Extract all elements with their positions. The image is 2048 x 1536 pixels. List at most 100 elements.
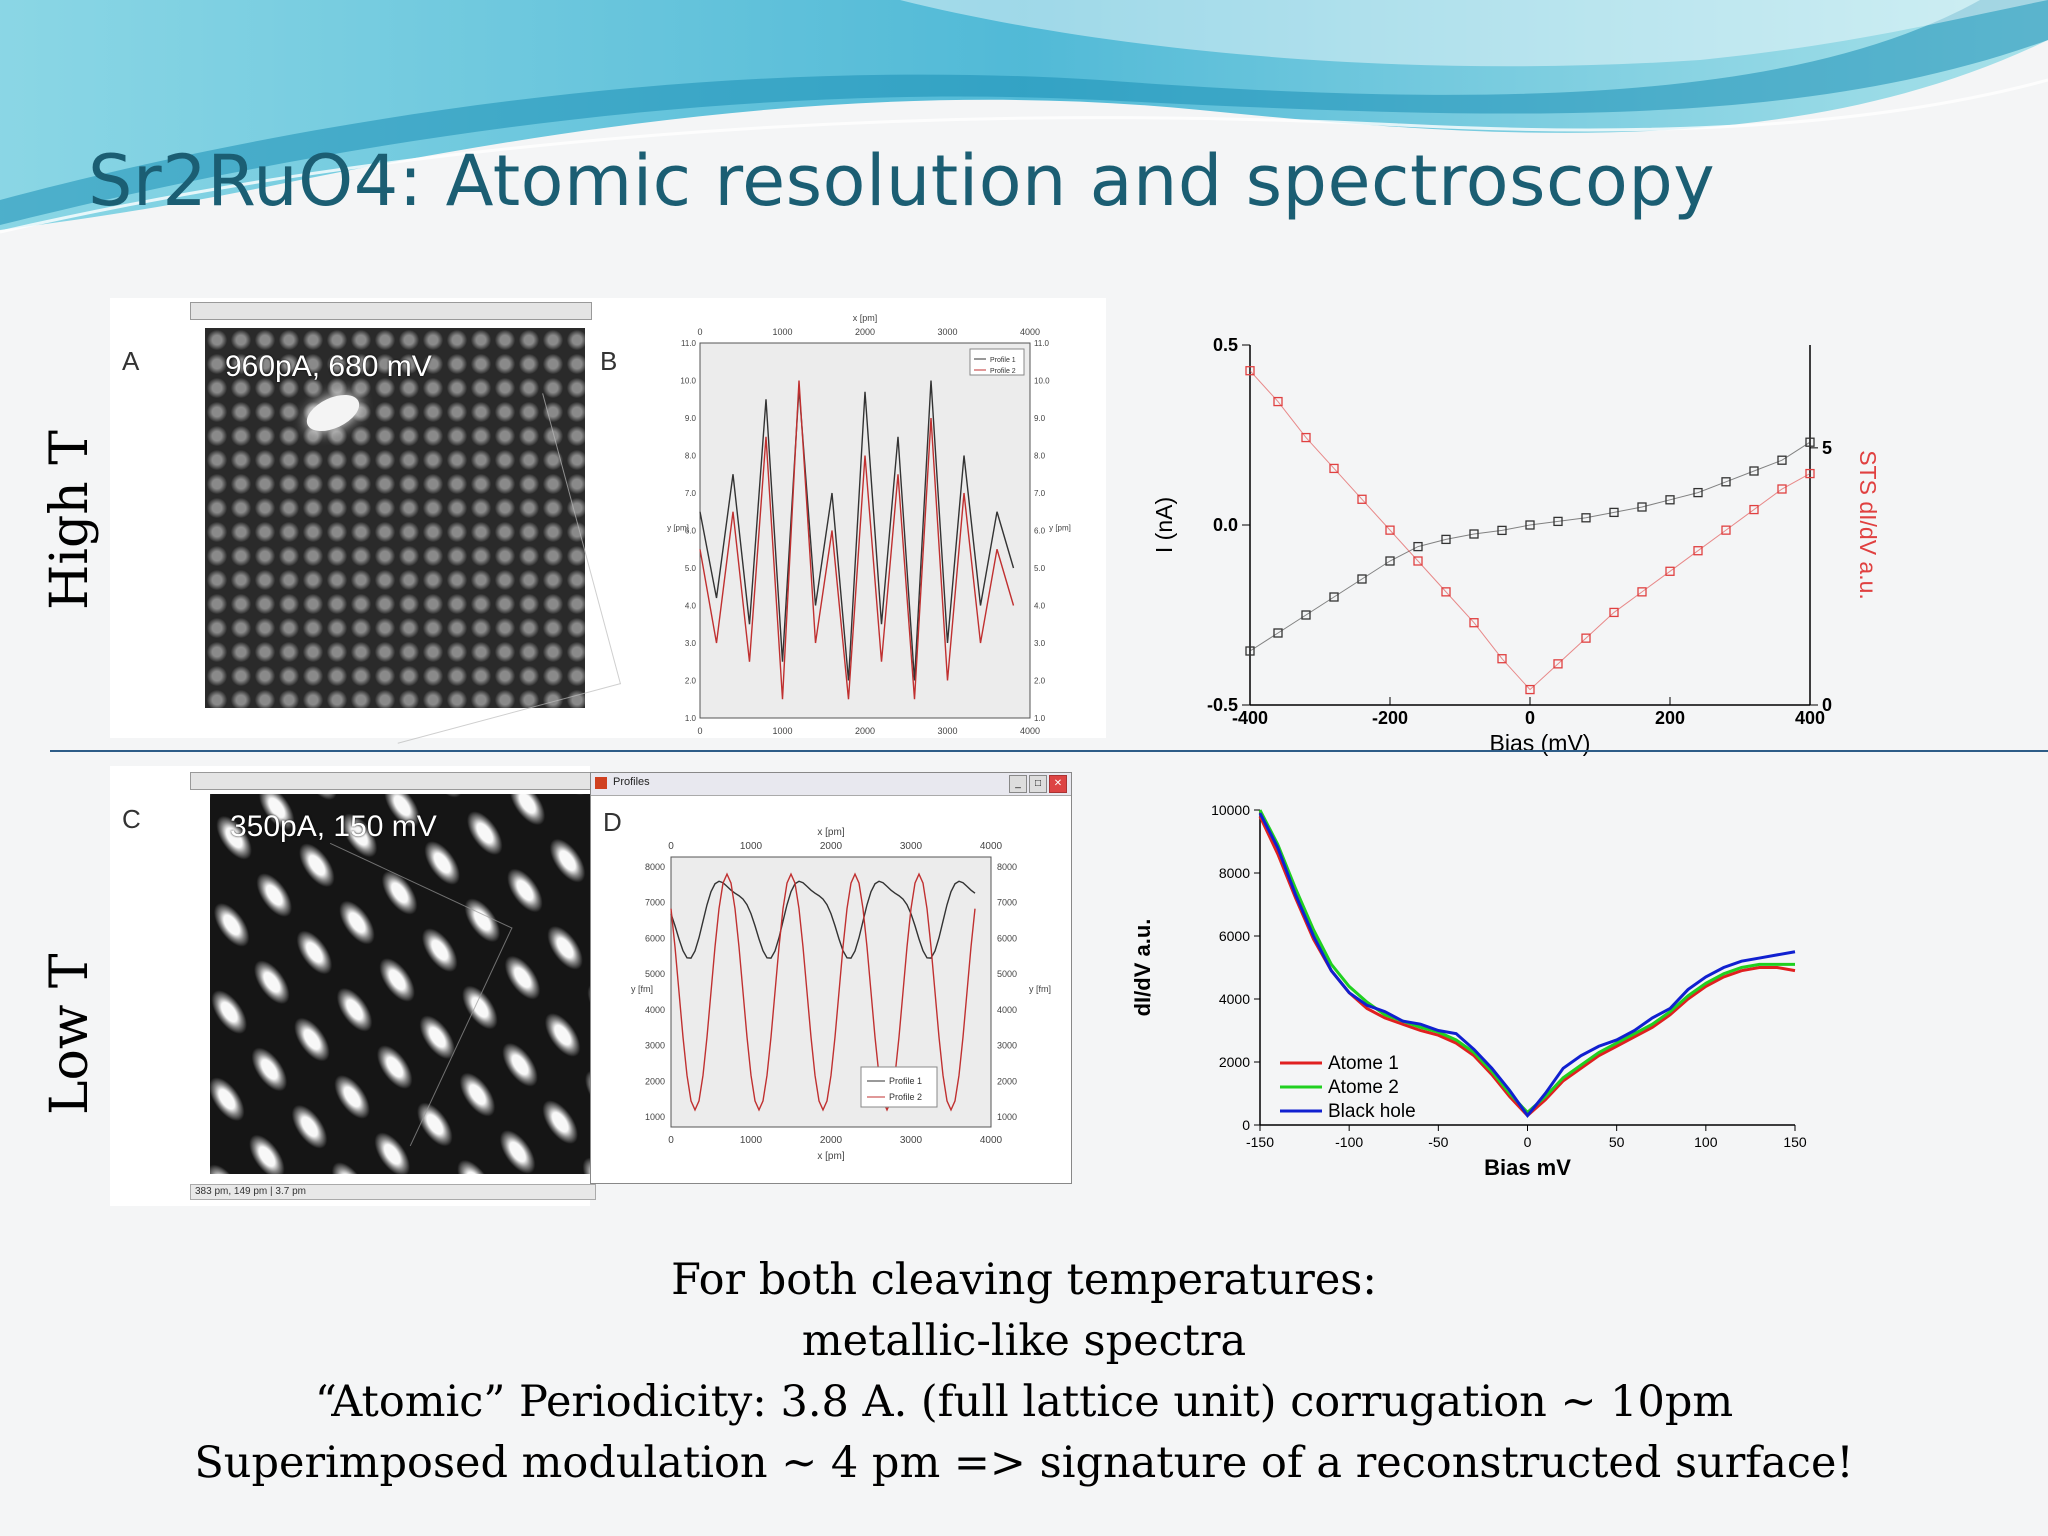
stm-image-low-t: 350pA, 150 mV: [210, 794, 590, 1174]
x-axis-label: Bias mV: [1484, 1155, 1571, 1180]
y2-tick-label: 7.0: [1034, 489, 1046, 498]
y2-tick-label: 10.0: [1034, 377, 1050, 386]
y-tick-label: 6000: [645, 933, 665, 943]
stm-ruler: [190, 302, 592, 320]
y-tick-label: 1.0: [685, 714, 697, 723]
data-point: [1245, 646, 1255, 656]
legend-box: [860, 1066, 938, 1108]
data-point: [1525, 684, 1535, 695]
x-tick-label-top: 4000: [980, 841, 1003, 852]
data-point: [1637, 502, 1647, 512]
x-tick-label-top: 1000: [772, 327, 792, 337]
y2-tick-label: 2000: [997, 1076, 1017, 1086]
x-tick-label: 400: [1795, 708, 1825, 728]
y2-tick-label: 8.0: [1034, 452, 1046, 461]
caption-line-3: “Atomic” Periodicity: 3.8 A. (full latti…: [314, 1377, 1734, 1427]
y-tick-label: 0.0: [1213, 515, 1238, 535]
data-point: [1469, 529, 1479, 539]
data-point: [1553, 516, 1563, 527]
maximize-button[interactable]: □: [1029, 775, 1047, 793]
y2-tick-label: 5: [1822, 438, 1832, 458]
x-tick-label-top: 3000: [900, 841, 923, 852]
data-point: [1777, 455, 1787, 465]
legend-box: [969, 348, 1025, 376]
data-point: [1329, 463, 1339, 474]
x-tick-label: 2000: [855, 726, 875, 736]
series-trace: [1249, 370, 1811, 691]
y2-tick-label: 1.0: [1034, 714, 1046, 723]
y-tick-label: 10000: [1211, 802, 1250, 818]
data-point: [1273, 396, 1283, 407]
data-point: [1721, 525, 1731, 535]
data-point: [1609, 507, 1619, 518]
y-tick-label: 6000: [1219, 928, 1250, 944]
x-tick-label: -50: [1428, 1134, 1448, 1150]
y-axis-label: y [fm]: [631, 984, 653, 994]
y2-axis-label: y [fm]: [1029, 984, 1051, 994]
x-tick-label-top: 1000: [740, 841, 763, 852]
data-point: [1721, 477, 1731, 487]
legend-label: Profile 2: [990, 368, 1016, 375]
series-line: [1258, 812, 1796, 1119]
y-axis-label: y [pm]: [667, 524, 689, 533]
y-tick-label: 1000: [645, 1112, 665, 1122]
y2-tick-label: 3000: [997, 1041, 1017, 1051]
profile-chart-low-t: 0 0 1000 1000 2000 2000 3000 3000 4000 4000 x [pm]…: [631, 827, 1051, 1162]
data-point: [1805, 437, 1815, 447]
data-point: [1693, 487, 1703, 498]
x-tick-label-top: 0: [697, 327, 702, 337]
panel-a: A 960pA, 680 mV: [110, 298, 650, 744]
x-tick-label: 150: [1783, 1134, 1807, 1150]
data-point: [1581, 513, 1591, 523]
panel-d: Profiles _ □ ✕ D 0 0 1000 1000 2000 2000 3000 3…: [590, 772, 1072, 1184]
slide-caption: For both cleaving temperatures: metallic…: [0, 1250, 2048, 1494]
stm-profile-line: [319, 393, 622, 744]
y2-tick-label: 6000: [997, 933, 1017, 943]
y-tick-label: -0.5: [1207, 695, 1238, 715]
data-point: [1777, 484, 1787, 494]
x-tick-label: 4000: [1020, 726, 1040, 736]
y2-tick-label: 11.0: [1034, 339, 1050, 348]
profiles-window-titlebar[interactable]: Profiles _ □ ✕: [591, 773, 1071, 796]
panel-b: B 0 0 1000 1000 2000 2000 3000 3000 4000 4000 x [p…: [600, 298, 1106, 750]
close-button[interactable]: ✕: [1049, 775, 1067, 793]
x-tick-label: 2000: [820, 1135, 843, 1146]
x-tick-label: 3000: [900, 1135, 923, 1146]
y2-tick-label: 8000: [997, 862, 1017, 872]
y2-axis-label: y [pm]: [1049, 524, 1071, 533]
data-point: [1749, 466, 1759, 476]
x-tick-label: 0: [1525, 708, 1535, 728]
data-point: [1693, 546, 1703, 556]
profile-1-line: [670, 880, 976, 959]
y-tick-label: 4000: [1219, 991, 1250, 1007]
data-point: [1665, 566, 1675, 576]
stm-label-high-t: 960pA, 680 mV: [225, 350, 432, 383]
x-axis-label-top: x [pm]: [817, 827, 844, 838]
stm-label-low-t: 350pA, 150 mV: [230, 810, 437, 843]
caption-line-1: For both cleaving temperatures:: [671, 1255, 1377, 1305]
y2-tick-label: 7000: [997, 898, 1017, 908]
plot-area: [699, 342, 1031, 719]
data-point: [1385, 556, 1395, 566]
series-line: [699, 380, 1015, 681]
series-trace: [1249, 441, 1811, 652]
profile-2-line: [670, 872, 976, 1112]
y2-tick-label: 1000: [997, 1112, 1017, 1122]
x-tick-label: 4000: [980, 1135, 1003, 1146]
y2-tick-label: 5.0: [1034, 564, 1046, 573]
data-point: [1301, 610, 1311, 620]
row-label-low-t: Low T: [40, 953, 100, 1115]
y-axis-label: I (nA): [1151, 497, 1177, 553]
stm-image-high-t: 960pA, 680 mV: [205, 328, 622, 744]
y-tick-label: 10.0: [680, 377, 696, 386]
data-point: [1805, 468, 1815, 479]
data-point: [1329, 592, 1339, 602]
panel-c: C 350pA, 150 mV 383 pm, 149 pm | 3.7 pm: [110, 766, 596, 1206]
stm-ruler-low: [190, 772, 592, 790]
minimize-button[interactable]: _: [1009, 775, 1027, 793]
data-point: [1637, 587, 1647, 597]
x-tick-label: 1000: [772, 726, 792, 736]
data-point: [1497, 654, 1507, 664]
x-tick-label-top: 2000: [855, 327, 875, 337]
x-tick-label: 3000: [937, 726, 957, 736]
